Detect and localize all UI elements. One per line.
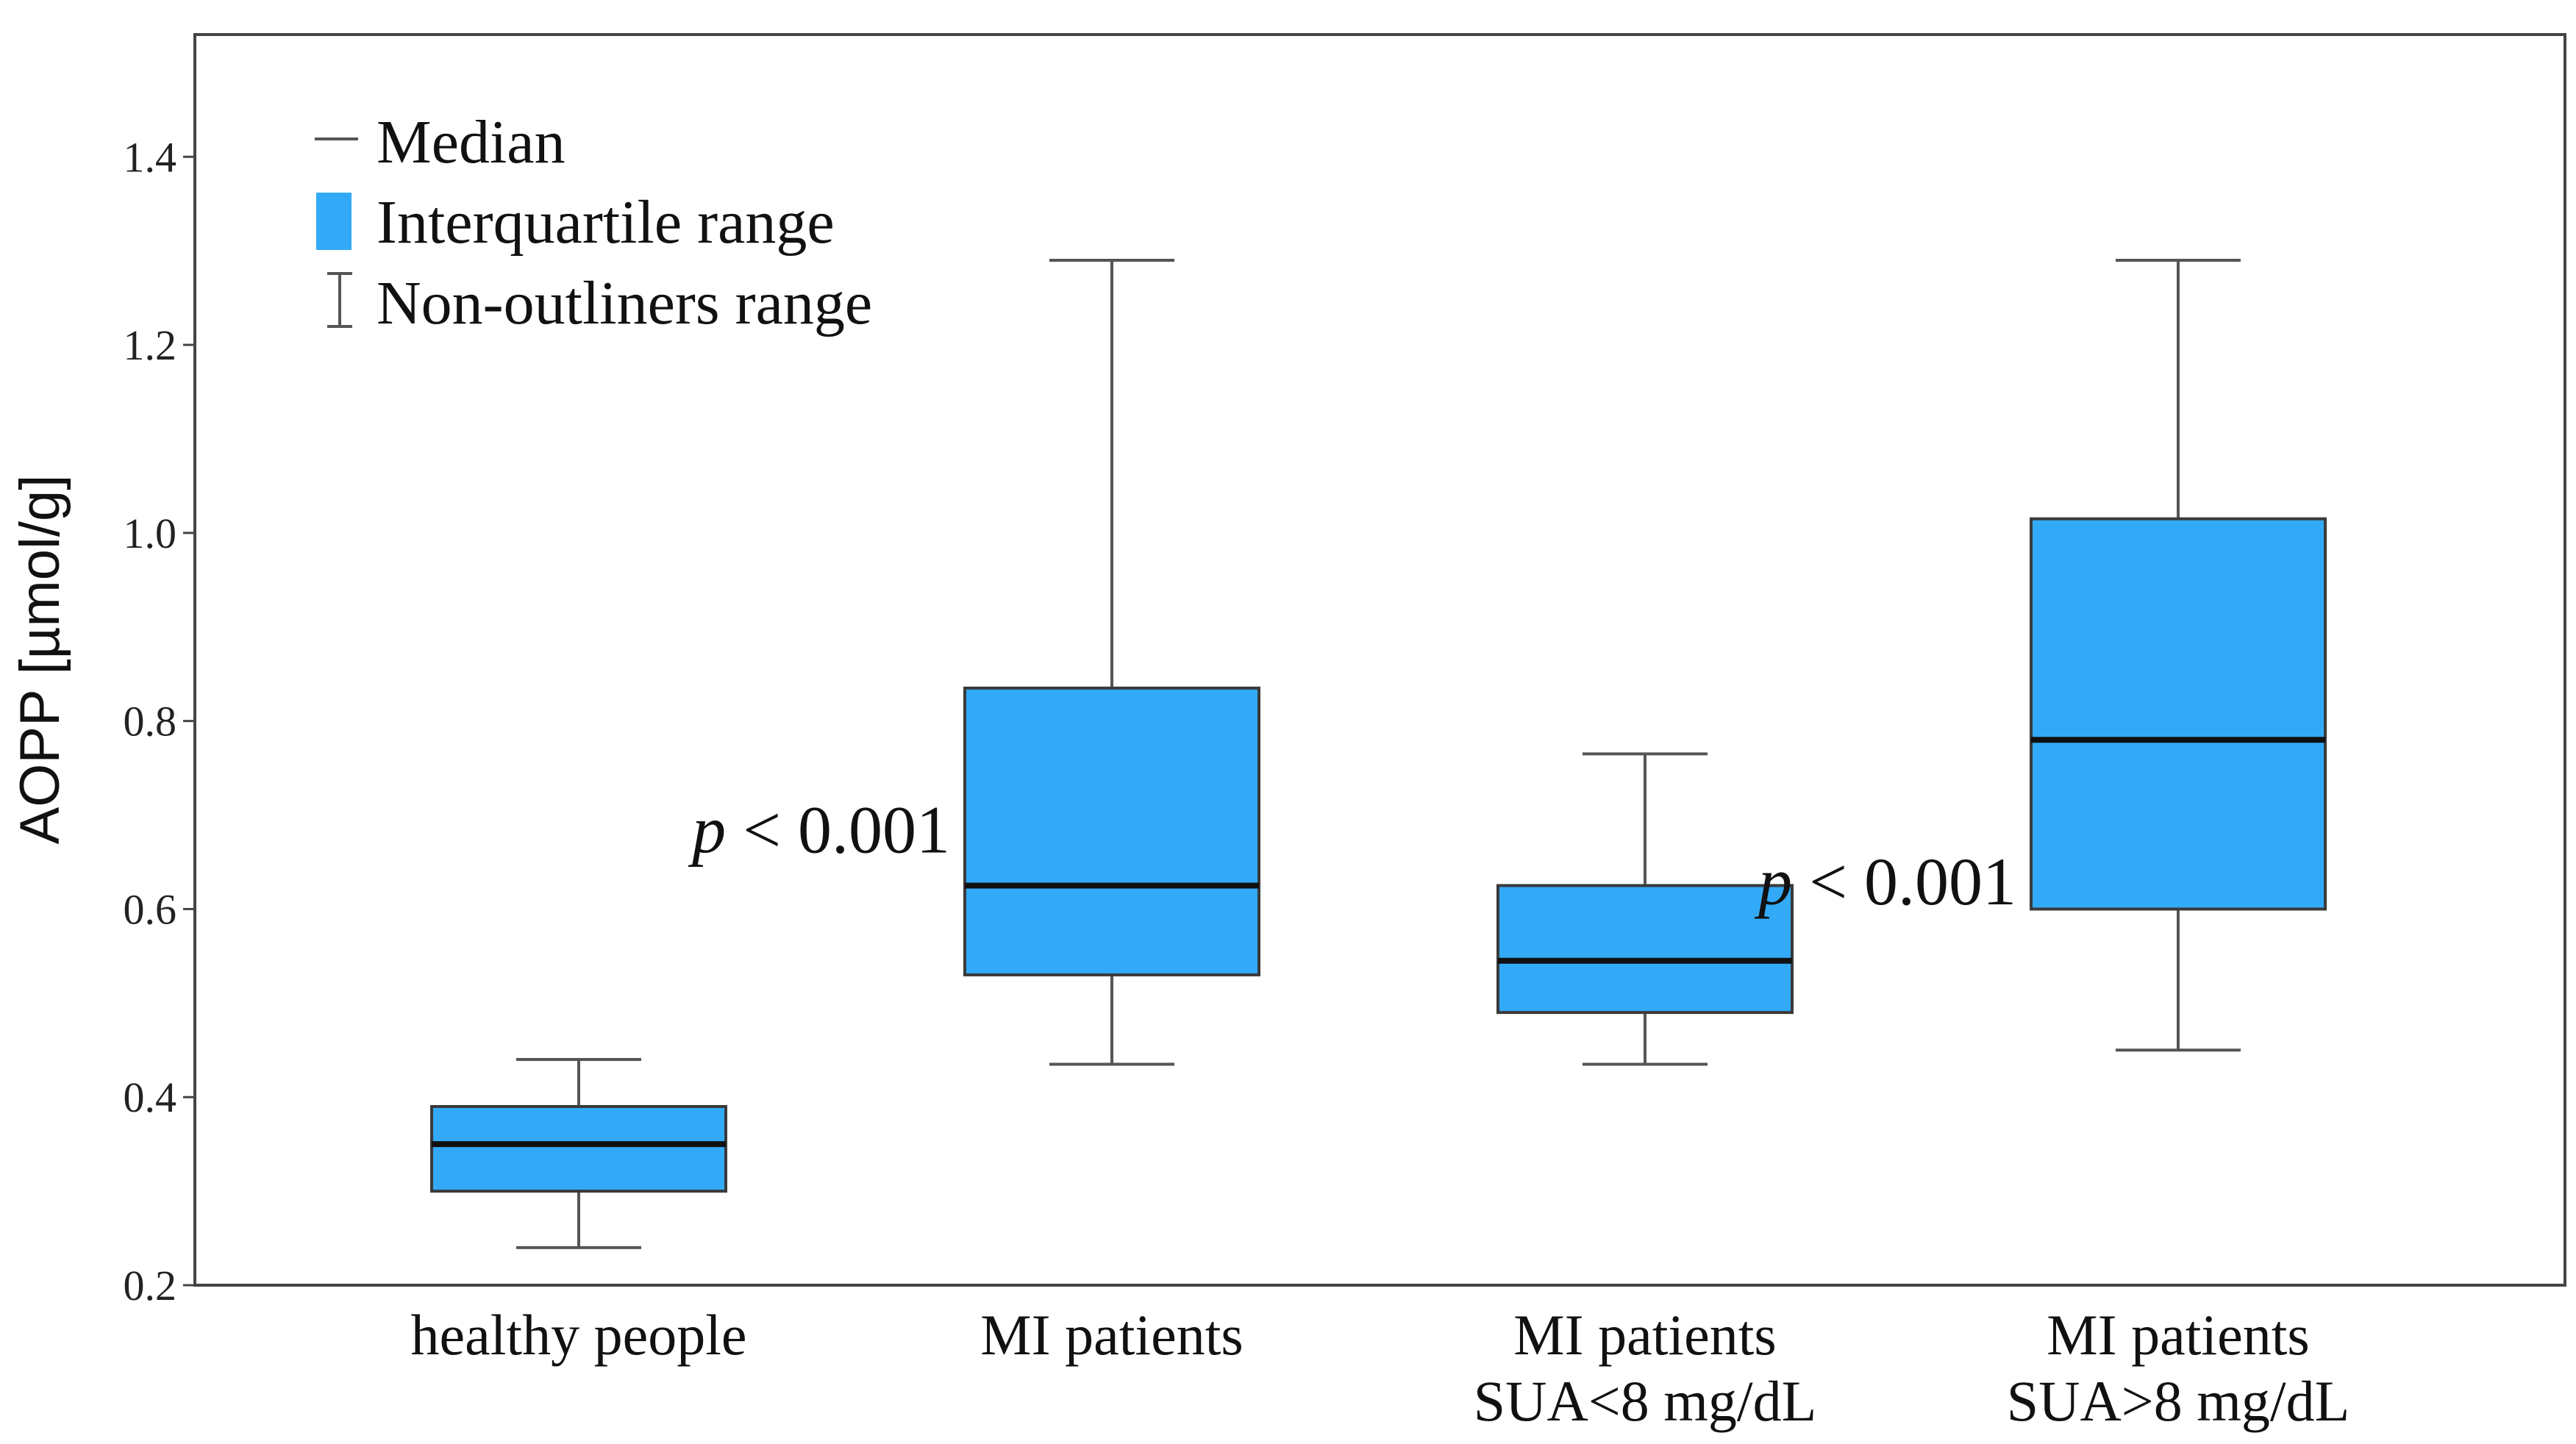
p-value-symbol: p [688,793,726,868]
plot-frame [193,33,2566,1287]
x-category-label: MI patients [1513,1303,1776,1367]
y-tick-label: 0.4 [124,1073,177,1121]
y-tick-label: 0.2 [124,1262,177,1309]
x-category-label: SUA<8 mg/dL [1474,1369,1817,1433]
iqr-box-icon [316,193,352,250]
p-value-text: < 0.001 [726,793,950,868]
iqr-box [963,686,1260,976]
x-category-label: MI patients [980,1303,1243,1367]
y-tick-label: 0.8 [124,698,177,746]
legend-item-label: Non-outliners range [377,269,872,337]
legend-item-label: Median [377,108,565,176]
y-axis-label: AOPP [µmol/g] [9,475,71,845]
y-axis-ticks: 0.2 0.4 0.6 0.8 1.0 1.2 1.4 [124,133,195,1309]
p-value-text: < 0.001 [1792,844,2016,919]
y-tick-label: 1.4 [124,133,177,181]
iqr-box [430,1105,727,1193]
y-tick-label: 1.2 [124,321,177,369]
legend: Median Interquartile range Non-outliners r… [315,108,872,337]
box-group: healthy people [411,1058,747,1367]
legend-item-label: Interquartile range [377,188,835,257]
p-value-annotation: p < 0.001 [688,793,950,868]
whisker-range-icon [327,272,352,328]
box-group: MI patients p < 0.001 [688,258,1260,1367]
p-value-annotation: p < 0.001 [1754,844,2016,919]
iqr-box [2030,517,2327,911]
x-category-label: SUA>8 mg/dL [2007,1369,2350,1433]
y-tick-label: 1.0 [124,510,177,557]
x-category-label: MI patients [2047,1303,2309,1367]
iqr-box [1496,884,1794,1015]
y-tick-label: 0.6 [124,885,177,933]
x-category-label: healthy people [411,1303,747,1367]
p-value-symbol: p [1754,844,1792,919]
